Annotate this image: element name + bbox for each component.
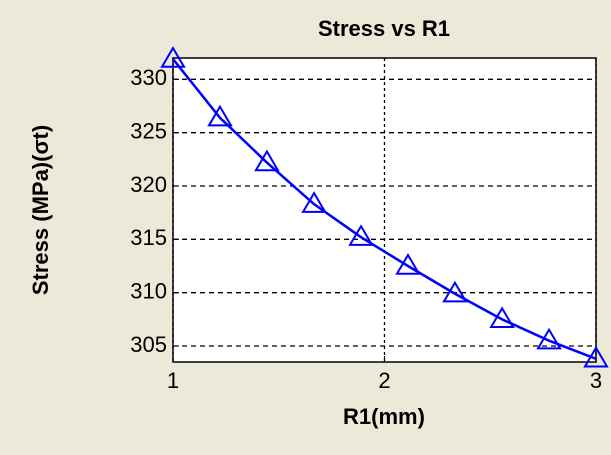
x-tick-label: 1	[167, 368, 179, 393]
marker	[489, 306, 515, 329]
marker	[536, 327, 562, 350]
y-axis-label: Stress (MPa)(σt)	[28, 125, 53, 295]
y-tick-label: 310	[130, 278, 167, 303]
marker	[254, 149, 280, 172]
x-tick-label: 3	[590, 368, 602, 393]
y-tick-label: 325	[130, 118, 167, 143]
marker	[301, 191, 327, 213]
y-tick-label: 330	[130, 65, 167, 90]
marker	[442, 280, 468, 303]
marker	[395, 253, 421, 275]
x-axis-label: R1(mm)	[343, 404, 425, 429]
marker	[583, 345, 609, 368]
y-tick-label: 305	[130, 332, 167, 357]
y-tick-label: 315	[130, 225, 167, 250]
marker	[160, 46, 186, 68]
marker	[348, 224, 374, 246]
marker	[207, 104, 233, 127]
x-tick-label: 2	[378, 368, 390, 393]
y-tick-label: 320	[130, 172, 167, 197]
chart-title: Stress vs R1	[318, 16, 450, 41]
line	[172, 58, 597, 360]
